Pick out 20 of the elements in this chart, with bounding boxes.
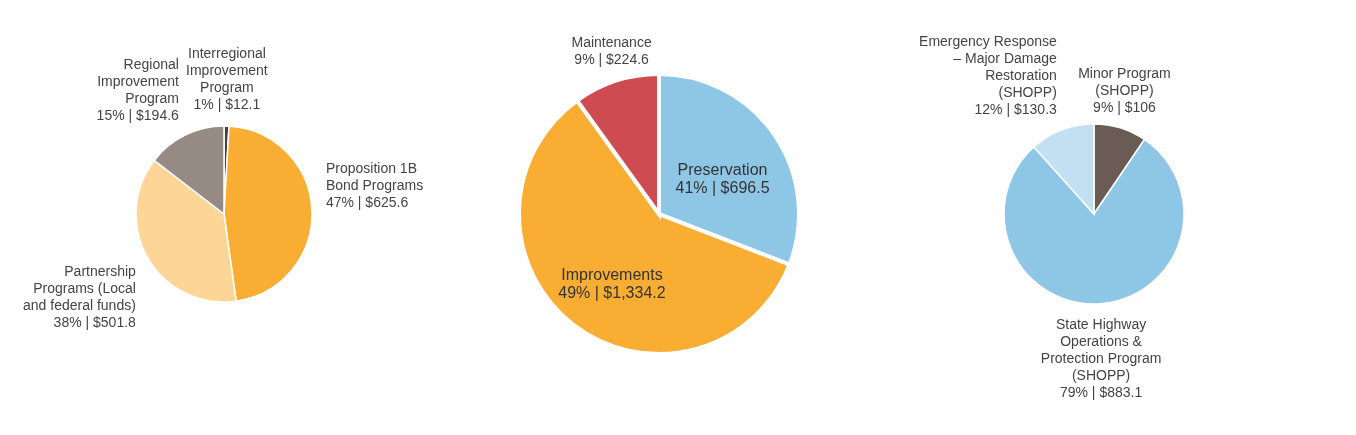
data-label: 9% | $106 xyxy=(1093,98,1157,115)
slice-label: Preservation xyxy=(677,161,768,179)
data-label: 49% | $1,334.2 xyxy=(558,283,666,301)
data-label: 47% | $625.6 xyxy=(325,193,409,210)
data-label: 12% | $130.3 xyxy=(974,100,1058,117)
data-label: 38% | $501.8 xyxy=(53,314,137,331)
slice-label: Regional Improvement Program xyxy=(97,55,179,106)
data-label: 9% | $224.6 xyxy=(574,51,650,68)
data-label: 79% | $883.1 xyxy=(1059,383,1143,400)
slice-label: Interregional Improvement Program xyxy=(186,45,268,96)
slice-label: Partnership Programs (Local and federal funds) xyxy=(23,263,137,314)
slice-label: Minor Program (SHOPP) xyxy=(1078,64,1171,98)
slice-label: Improvements xyxy=(561,265,663,283)
slice-label: Maintenance xyxy=(571,34,652,51)
slice-label: State Highway Operations & Protection Program (SHOPP) xyxy=(1040,315,1162,383)
slice-label: Proposition 1B Bond Programs xyxy=(325,159,424,193)
data-label: 41% | $696.5 xyxy=(675,179,770,197)
slice-label: Emergency Response – Major Damage Restoration (SHOPP) xyxy=(919,32,1058,100)
data-label: 15% | $194.6 xyxy=(96,106,180,123)
data-label: 1% | $12.1 xyxy=(193,96,261,113)
